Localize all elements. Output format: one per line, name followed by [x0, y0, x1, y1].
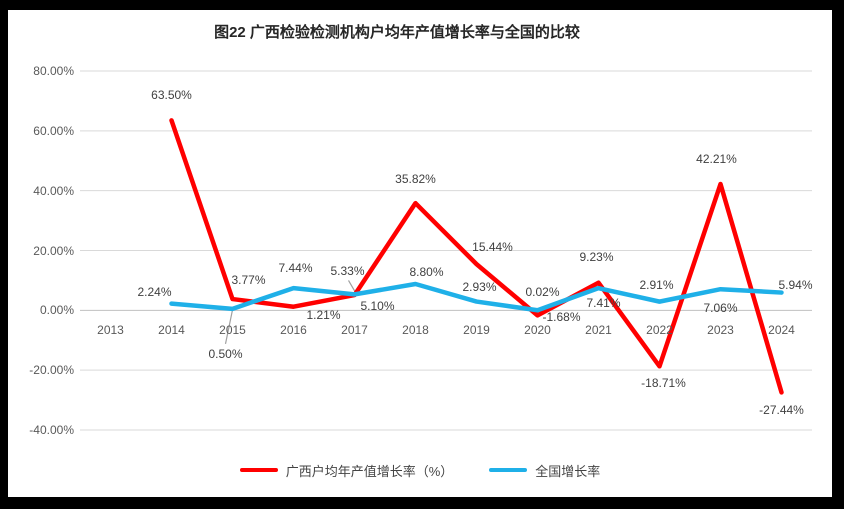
data-label: 5.10%: [360, 299, 395, 314]
data-label: 7.44%: [278, 261, 313, 276]
data-label: 0.02%: [525, 285, 560, 300]
legend: 广西户均年产值增长率（%） 全国增长率: [8, 460, 832, 480]
series-line-guangxi: [169, 118, 784, 395]
data-label: 2.93%: [462, 279, 497, 294]
data-label: 5.33%: [330, 264, 365, 279]
x-axis-tick-label: 2016: [280, 323, 307, 337]
y-axis-tick-label: -40.00%: [29, 423, 74, 437]
y-axis-tick-label: -20.00%: [29, 363, 74, 378]
leader-line: [224, 309, 234, 344]
x-axis-tick-label: 2015: [219, 323, 246, 337]
legend-item-guangxi: 广西户均年产值增长率（%）: [239, 461, 454, 480]
data-label: 3.77%: [231, 273, 266, 288]
x-axis-tick-label: 2019: [463, 323, 490, 337]
x-axis-tick-label: 2014: [158, 323, 185, 337]
chart-panel: 图22 广西检验检测机构户均年产值增长率与全国的比较 80.00% 60.00% 4…: [8, 10, 832, 497]
y-axis-tick-label: 60.00%: [33, 123, 74, 138]
y-axis-tick-label: 40.00%: [33, 183, 74, 198]
data-label: 35.82%: [395, 172, 436, 187]
data-label: -18.71%: [641, 376, 686, 391]
x-axis-tick-label: 2022: [646, 323, 673, 337]
x-axis-tick-label: 2018: [402, 323, 429, 337]
data-label: 8.80%: [409, 265, 444, 279]
x-axis-tick-label: 2024: [768, 323, 795, 337]
x-axis-tick-label: 2020: [524, 323, 551, 337]
plot-area: [80, 70, 812, 431]
data-label: 9.23%: [579, 249, 614, 264]
data-label: 7.06%: [703, 301, 738, 316]
data-label: -1.68%: [542, 310, 581, 325]
data-label: 15.44%: [472, 240, 513, 255]
x-axis-tick-label: 2017: [341, 323, 368, 337]
data-label: 63.50%: [151, 88, 192, 103]
data-label: 2.91%: [639, 277, 674, 292]
data-label: 2.24%: [137, 284, 172, 299]
data-label: 7.41%: [586, 296, 621, 311]
data-label: 5.94%: [778, 277, 813, 292]
x-axis-tick-label: 2013: [97, 323, 124, 337]
y-axis-tick-label: 80.00%: [33, 64, 74, 78]
legend-item-national: 全国增长率: [489, 461, 600, 480]
chart-title: 图22 广西检验检测机构户均年产值增长率与全国的比较: [214, 24, 580, 41]
legend-swatch-national: [489, 467, 528, 473]
x-axis-tick-label: 2021: [585, 323, 612, 337]
data-label: 42.21%: [696, 152, 737, 167]
y-axis-tick-label: 20.00%: [33, 243, 74, 258]
legend-label-guangxi: 广西户均年产值增长率（%）: [285, 463, 454, 479]
legend-label-national: 全国增长率: [535, 463, 601, 479]
y-axis-tick-label: 0.00%: [39, 303, 74, 318]
legend-swatch-guangxi: [239, 467, 278, 473]
x-axis-tick-label: 2023: [707, 323, 734, 337]
data-label: 1.21%: [306, 307, 341, 322]
series-line-national: [169, 281, 784, 313]
data-label: -27.44%: [759, 403, 804, 418]
data-label: 0.50%: [208, 346, 243, 361]
leader-line: [347, 280, 357, 293]
